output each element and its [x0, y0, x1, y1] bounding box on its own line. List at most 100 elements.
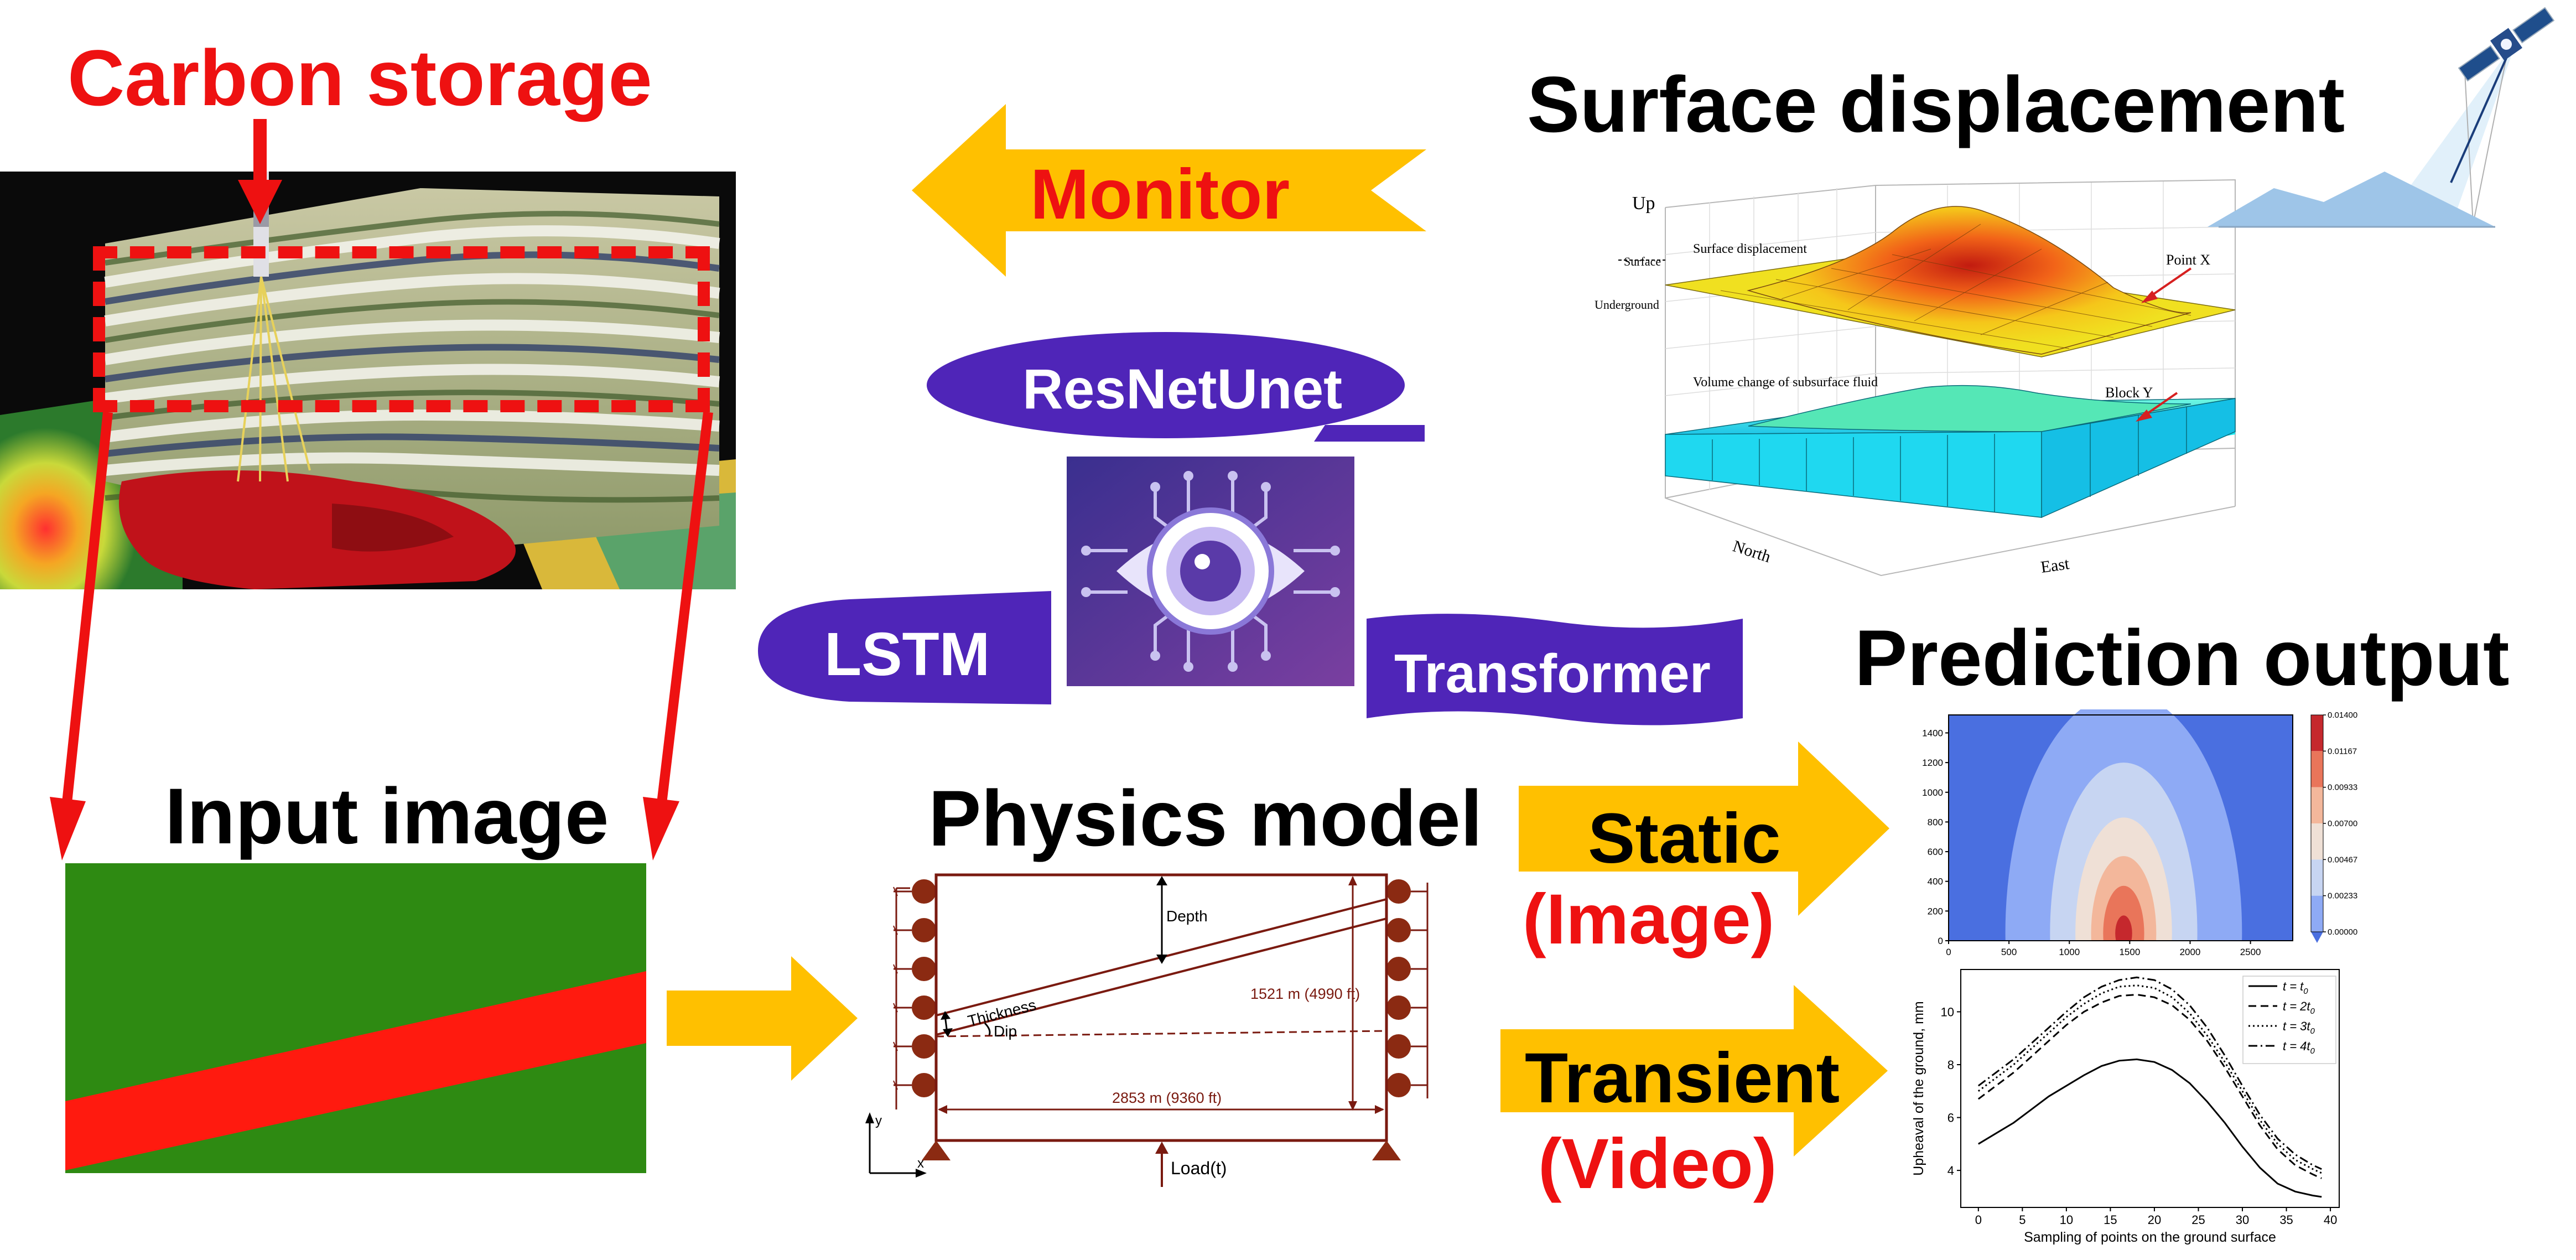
heatmap-y-tick-label: 400 — [1928, 877, 1943, 887]
legend-label-subscript: 0 — [2310, 1026, 2315, 1036]
monitor-arrow — [912, 104, 1426, 277]
line-x-axis-label: Sampling of points on the ground surface — [2024, 1230, 2276, 1245]
selection-dashed-box — [93, 246, 710, 412]
line-series-4 — [1977, 976, 2322, 1170]
carbon-storage-image — [0, 172, 736, 589]
underground-level-label: Underground — [1595, 298, 1659, 312]
static-arrow — [1519, 742, 1889, 916]
static-image-label: (Image) — [1523, 880, 1775, 959]
static-label: Static — [1588, 799, 1781, 878]
axis-x-label: x — [917, 1156, 924, 1171]
colorbar-tick-label: 0.00233 — [2328, 891, 2357, 901]
colorbar-tick-label: 0.00700 — [2328, 819, 2357, 828]
line-x-tick-label: 30 — [2236, 1213, 2249, 1227]
colorbar-tick-label: 0.01400 — [2328, 711, 2357, 720]
horizontal-dimension-label: 2853 m (9360 ft) — [1112, 1090, 1222, 1106]
colorbar-segment — [2311, 715, 2323, 751]
lstm-label: LSTM — [824, 620, 990, 688]
axis-up-label: Up — [1632, 193, 1655, 214]
monitor-label: Monitor — [1030, 155, 1290, 234]
colorbar-segment — [2311, 895, 2323, 932]
transient-video-label: (Video) — [1538, 1124, 1777, 1204]
surface-displacement-title: Surface displacement — [1527, 61, 2345, 149]
line-x-tick-label: 0 — [1975, 1213, 1982, 1227]
transformer-badge-shape — [1367, 614, 1743, 725]
line-series-1 — [1978, 1058, 2322, 1198]
satellite-icon — [2208, 7, 2555, 228]
line-x-tick-label: 35 — [2279, 1213, 2293, 1227]
heatmap-x-tick-label: 1000 — [2059, 947, 2080, 957]
colorbar-tick-label: 0.01167 — [2328, 746, 2357, 756]
legend-label-subscript: 0 — [2310, 1046, 2315, 1056]
line-y-axis-label: Upheaval of the ground, mm — [1911, 1001, 1926, 1175]
colorbar-extend-arrow — [2311, 932, 2323, 943]
colorbar-tick-label: 0.00000 — [2328, 927, 2357, 937]
resnetunet-badge-shape — [927, 332, 1425, 442]
colorbar-tick-label: 0.00933 — [2328, 783, 2357, 792]
vertical-dimension-label: 1521 m (4990 ft) — [1250, 986, 1360, 1002]
heatmap-y-tick-label: 800 — [1928, 817, 1943, 827]
input-image-panel — [65, 863, 646, 1173]
heatmap-x-tick-label: 500 — [2001, 947, 2017, 957]
line-x-tick-label: 15 — [2104, 1213, 2117, 1227]
colorbar-segment — [2311, 859, 2323, 896]
carbon-storage-title: Carbon storage — [67, 34, 652, 122]
line-x-tick-label: 25 — [2191, 1213, 2205, 1227]
load-label: Load(t) — [1171, 1158, 1227, 1178]
static-prediction-heatmap: 0 500 1000 1500 2000 2500 0 200 400 600 800 1000 120… — [1903, 709, 2385, 957]
lstm-badge-shape — [758, 591, 1051, 704]
input-to-physics-arrow — [667, 956, 858, 1081]
heatmap-x-tick-label: 1500 — [2119, 947, 2140, 957]
physics-model-diagram: Depth Thickness Dip 1521 m (4990 ft) 285… — [865, 873, 1429, 1187]
line-x-tick-label: 40 — [2324, 1213, 2337, 1227]
depth-label: Depth — [1166, 908, 1208, 925]
colorbar-tick-label: 0.00467 — [2328, 855, 2357, 864]
legend-label-subscript: 0 — [2303, 987, 2308, 996]
block-y-label: Block Y — [2105, 385, 2153, 401]
east-axis-label: East — [2039, 554, 2070, 577]
ai-eye-icon — [1067, 457, 1354, 686]
transient-arrow — [1500, 985, 1888, 1157]
heatmap-x-tick-label: 2000 — [2180, 947, 2201, 957]
axis-y-label: y — [875, 1113, 882, 1128]
heatmap-x-tick-label: 2500 — [2240, 947, 2261, 957]
line-legend-box — [2242, 976, 2336, 1064]
input-image-title: Input image — [165, 772, 609, 860]
physics-model-title: Physics model — [928, 775, 1483, 863]
heatmap-y-tick-label: 1200 — [1922, 758, 1943, 768]
line-x-tick-label: 20 — [2148, 1213, 2161, 1227]
carbon-storage-down-arrow — [238, 119, 282, 224]
heatmap-y-tick-label: 200 — [1928, 906, 1943, 916]
heatmap-y-tick-label: 1000 — [1922, 787, 1943, 798]
heatmap-y-tick-label: 1400 — [1922, 728, 1943, 738]
line-y-tick-label: 10 — [1941, 1005, 1954, 1019]
colorbar-segment — [2311, 751, 2323, 787]
heatmap-y-tick-label: 0 — [1938, 936, 1943, 946]
line-y-tick-label: 6 — [1947, 1111, 1954, 1125]
point-x-label: Point X — [2166, 252, 2210, 268]
north-axis-label: North — [1731, 537, 1773, 566]
transient-label: Transient — [1525, 1039, 1840, 1118]
line-x-tick-label: 5 — [2019, 1213, 2026, 1227]
transformer-label: Transformer — [1394, 643, 1711, 704]
dip-label: Dip — [994, 1023, 1017, 1040]
transient-prediction-line-chart: 0 5 10 15 20 25 30 35 40 4 6 8 10 Sampling of points … — [1911, 969, 2340, 1245]
prediction-output-title: Prediction output — [1855, 614, 2510, 702]
surface-level-label: Surface — [1624, 255, 1661, 268]
heatmap-x-tick-label: 0 — [1946, 947, 1951, 957]
legend-label-subscript: 0 — [2310, 1007, 2315, 1016]
heatmap-frame — [1948, 714, 2293, 941]
line-y-tick-label: 4 — [1947, 1164, 1954, 1178]
heatmap-bottom-mask — [1903, 941, 2385, 957]
surface-displacement-label: Surface displacement — [1693, 242, 1807, 256]
volume-change-label: Volume change of subsurface fluid — [1693, 375, 1878, 390]
heatmap-y-tick-label: 600 — [1928, 847, 1943, 857]
selection-to-input-arrows — [50, 411, 713, 860]
line-series-3 — [1977, 984, 2322, 1174]
line-y-tick-label: 8 — [1947, 1058, 1954, 1072]
resnetunet-label: ResNetUnet — [1022, 357, 1343, 421]
colorbar-segment — [2311, 787, 2323, 823]
line-series-2 — [1977, 993, 2322, 1179]
surface-displacement-diagram: Up Surface Underground Surface displacem… — [1595, 179, 2236, 577]
colorbar-segment — [2311, 823, 2323, 860]
